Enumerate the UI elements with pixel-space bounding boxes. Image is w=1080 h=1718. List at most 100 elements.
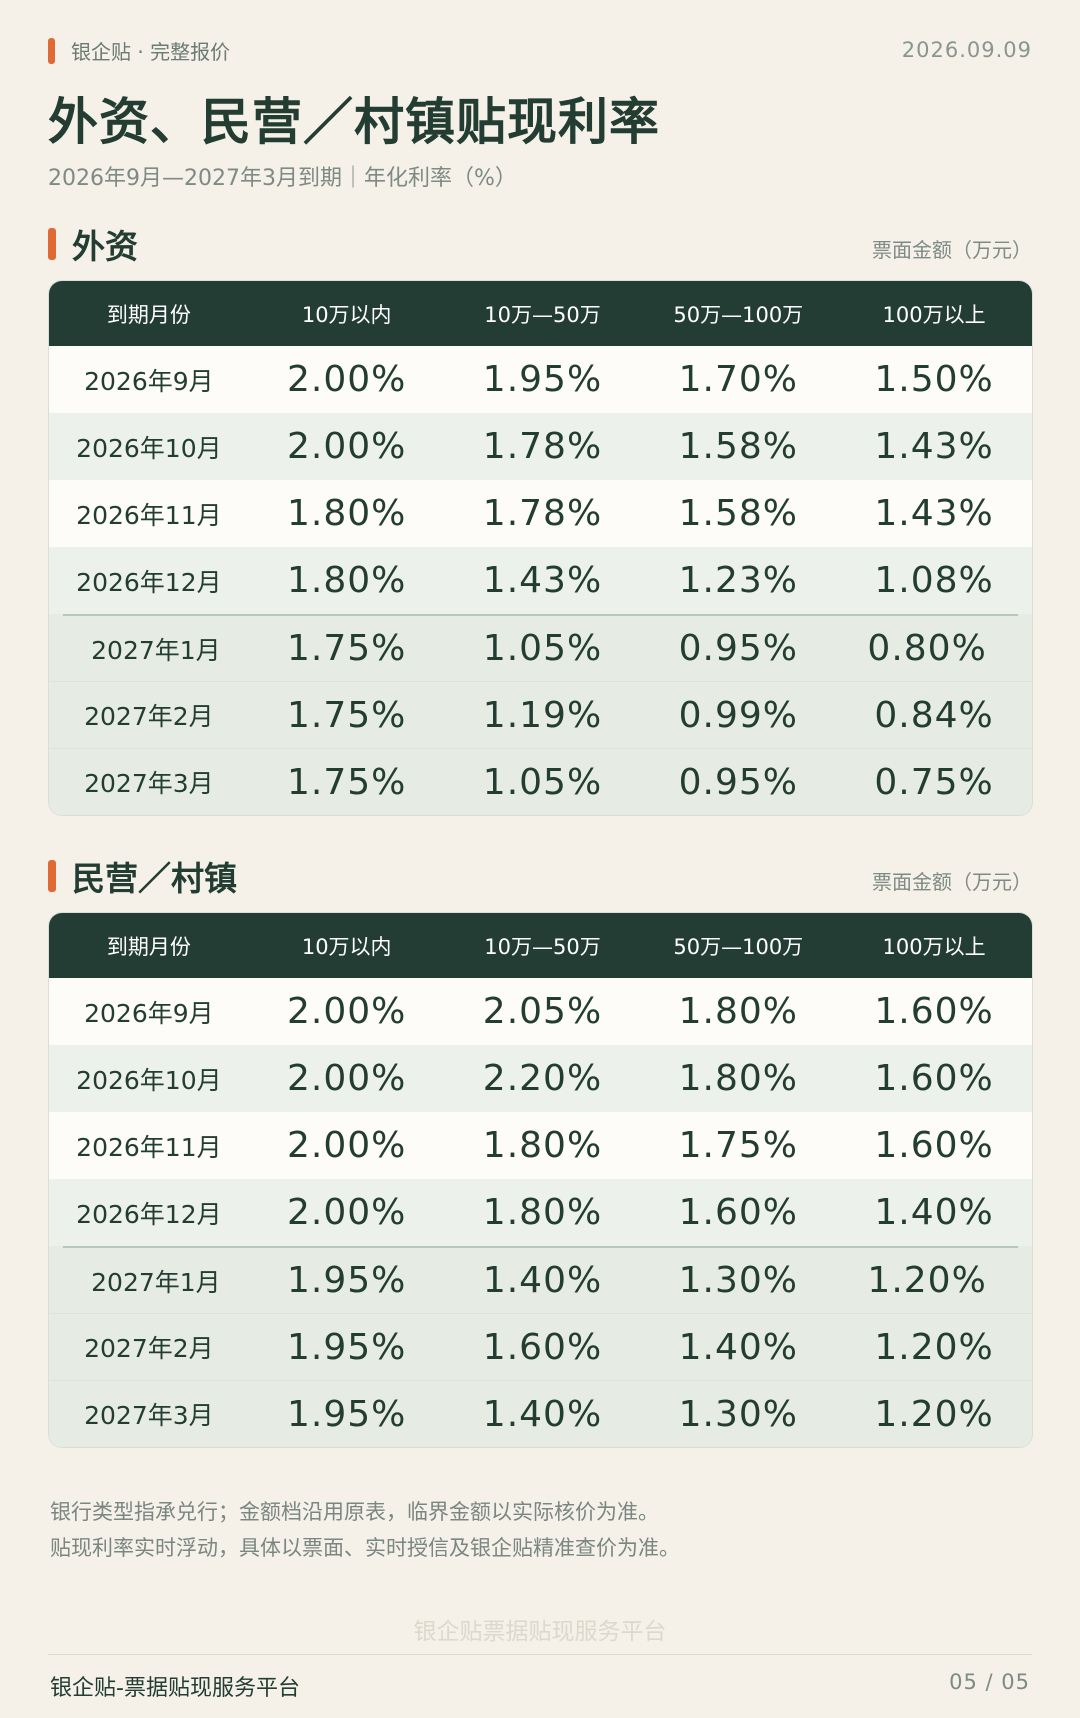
rate-cell: 1.60% bbox=[874, 991, 994, 1032]
rate-cell: 1.60% bbox=[678, 1192, 798, 1233]
rate-cell: 0.84% bbox=[874, 694, 994, 736]
table-row: 2027年3月 1.95% 1.40% 1.30% 1.20% bbox=[49, 1380, 1032, 1447]
table-row: 2027年1月 1.75% 1.05% 0.95% 0.80% bbox=[63, 614, 1018, 681]
section-header-foreign: 外资 票面金额（万元） bbox=[48, 220, 1032, 266]
rate-cell: 2.00% bbox=[287, 1125, 407, 1166]
rate-cell: 1.43% bbox=[874, 426, 994, 467]
rate-cell: 1.60% bbox=[874, 1125, 994, 1166]
footer-brand: 银企贴-票据贴现服务平台 bbox=[50, 1676, 300, 1701]
table-row: 2026年11月 1.80% 1.78% 1.58% 1.43% bbox=[49, 480, 1032, 547]
maturity-month-cell: 2026年11月 bbox=[76, 1132, 222, 1162]
table-row: 2026年9月 2.00% 2.05% 1.80% 1.60% bbox=[49, 978, 1032, 1045]
rate-cell: 1.19% bbox=[482, 694, 603, 736]
table-row: 2026年10月 2.00% 1.78% 1.58% 1.43% bbox=[49, 413, 1032, 480]
note-line: 银行类型指承兑行；金额档沿用原表，临界金额以实际核价为准。 bbox=[50, 1500, 659, 1524]
maturity-month-cell: 2026年9月 bbox=[84, 998, 214, 1028]
rate-cell: 1.75% bbox=[287, 628, 407, 669]
table-row: 2027年3月 1.75% 1.05% 0.95% 0.75% bbox=[49, 748, 1032, 815]
rate-cell: 1.75% bbox=[287, 761, 407, 803]
rate-cell: 2.00% bbox=[287, 991, 407, 1032]
note-line: 贴现利率实时浮动，具体以票面、实时授信及银企贴精准查价为准。 bbox=[50, 1536, 680, 1560]
column-header: 10万—50万 bbox=[484, 302, 601, 327]
table-header: 到期月份 10万以内 10万—50万 50万—100万 100万以上 bbox=[49, 913, 1032, 978]
watermark: 银企贴票据贴现服务平台 bbox=[413, 1619, 667, 1645]
rate-cell: 1.80% bbox=[678, 991, 798, 1032]
table-row: 2026年9月 2.00% 1.95% 1.70% 1.50% bbox=[49, 346, 1032, 413]
unit-label: 票面金额（万元） bbox=[872, 870, 1032, 894]
rate-table-foreign: 到期月份 10万以内 10万—50万 50万—100万 100万以上 2026年9月 2.0… bbox=[48, 280, 1033, 816]
maturity-month-cell: 2027年3月 bbox=[84, 769, 214, 798]
rate-cell: 2.20% bbox=[482, 1058, 603, 1099]
table-header: 到期月份 10万以内 10万—50万 50万—100万 100万以上 bbox=[49, 281, 1032, 346]
rate-cell: 1.95% bbox=[482, 359, 603, 400]
rate-cell: 1.70% bbox=[678, 359, 798, 400]
rate-cell: 1.78% bbox=[482, 493, 603, 534]
section-header-private: 民营／村镇 票面金额（万元） bbox=[48, 852, 1032, 898]
column-header: 10万—50万 bbox=[484, 934, 601, 959]
rate-cell: 1.43% bbox=[482, 560, 603, 601]
rate-cell: 0.99% bbox=[678, 694, 798, 736]
rate-cell: 1.30% bbox=[678, 1393, 798, 1435]
rate-cell: 1.80% bbox=[287, 560, 407, 601]
table-row: 2027年2月 1.75% 1.19% 0.99% 0.84% bbox=[49, 681, 1032, 748]
footer-divider bbox=[48, 1654, 1032, 1655]
rate-cell: 2.00% bbox=[287, 426, 407, 467]
rate-cell: 1.43% bbox=[874, 493, 994, 534]
rate-cell: 1.58% bbox=[678, 493, 798, 534]
rate-cell: 1.40% bbox=[482, 1393, 603, 1435]
table-row: 2027年2月 1.95% 1.60% 1.40% 1.20% bbox=[49, 1313, 1032, 1380]
maturity-month-cell: 2026年12月 bbox=[76, 1199, 222, 1229]
page-subtitle: 2026年9月—2027年3月到期｜年化利率（%） bbox=[48, 166, 517, 191]
maturity-month-cell: 2027年2月 bbox=[84, 1334, 214, 1363]
column-header: 到期月份 bbox=[106, 302, 191, 327]
table-row: 2026年11月 2.00% 1.80% 1.75% 1.60% bbox=[49, 1112, 1032, 1179]
unit-label: 票面金额（万元） bbox=[872, 238, 1032, 262]
table-row: 2026年12月 1.80% 1.43% 1.23% 1.08% bbox=[49, 547, 1032, 614]
rate-cell: 1.80% bbox=[678, 1058, 798, 1099]
rate-cell: 0.95% bbox=[678, 628, 798, 669]
maturity-month-cell: 2026年11月 bbox=[76, 500, 222, 530]
section-title: 民营／村镇 bbox=[72, 859, 237, 898]
rate-cell: 1.95% bbox=[287, 1326, 407, 1368]
brand: 银企贴 · 完整报价 bbox=[48, 36, 230, 65]
top-bar: 银企贴 · 完整报价 2026.09.09 bbox=[48, 36, 1032, 66]
column-header: 10万以内 bbox=[301, 302, 392, 327]
rate-cell: 2.05% bbox=[482, 991, 603, 1032]
column-header: 50万—100万 bbox=[673, 934, 804, 959]
maturity-month-cell: 2026年12月 bbox=[76, 567, 222, 597]
rate-cell: 1.58% bbox=[678, 426, 798, 467]
rate-cell: 1.60% bbox=[874, 1058, 994, 1099]
column-header: 100万以上 bbox=[882, 302, 986, 327]
rate-cell: 1.23% bbox=[678, 560, 798, 601]
maturity-month-cell: 2027年2月 bbox=[84, 702, 214, 731]
maturity-month-cell: 2026年9月 bbox=[84, 366, 214, 396]
rate-cell: 1.20% bbox=[874, 1326, 994, 1368]
rate-cell: 0.95% bbox=[678, 761, 798, 803]
rate-cell: 1.50% bbox=[874, 359, 994, 400]
rate-cell: 0.75% bbox=[874, 761, 994, 803]
table-row: 2026年10月 2.00% 2.20% 1.80% 1.60% bbox=[49, 1045, 1032, 1112]
column-header: 50万—100万 bbox=[673, 302, 804, 327]
table-row: 2026年12月 2.00% 1.80% 1.60% 1.40% bbox=[49, 1179, 1032, 1246]
maturity-month-cell: 2027年1月 bbox=[91, 635, 221, 665]
rate-cell: 1.80% bbox=[287, 493, 407, 534]
section-accent-bar bbox=[48, 860, 56, 892]
column-header: 100万以上 bbox=[882, 934, 986, 959]
maturity-month-cell: 2027年1月 bbox=[91, 1267, 221, 1297]
rate-cell: 1.05% bbox=[482, 761, 603, 803]
rate-cell: 1.08% bbox=[874, 560, 994, 601]
report-date: 2026.09.09 bbox=[901, 38, 1032, 62]
rate-cell: 1.05% bbox=[482, 628, 603, 669]
rate-cell: 1.78% bbox=[482, 426, 603, 467]
rate-cell: 1.75% bbox=[678, 1125, 798, 1166]
rate-cell: 1.30% bbox=[678, 1260, 798, 1301]
page-number: 05 / 05 bbox=[949, 1670, 1030, 1694]
column-header: 10万以内 bbox=[301, 934, 392, 959]
accent-bar bbox=[48, 37, 55, 64]
rate-cell: 2.00% bbox=[287, 1058, 407, 1099]
rate-cell: 0.80% bbox=[867, 628, 987, 669]
rate-cell: 1.80% bbox=[482, 1192, 603, 1233]
rate-cell: 1.95% bbox=[287, 1260, 407, 1301]
rate-cell: 1.40% bbox=[874, 1192, 994, 1233]
rate-cell: 1.40% bbox=[482, 1260, 603, 1301]
